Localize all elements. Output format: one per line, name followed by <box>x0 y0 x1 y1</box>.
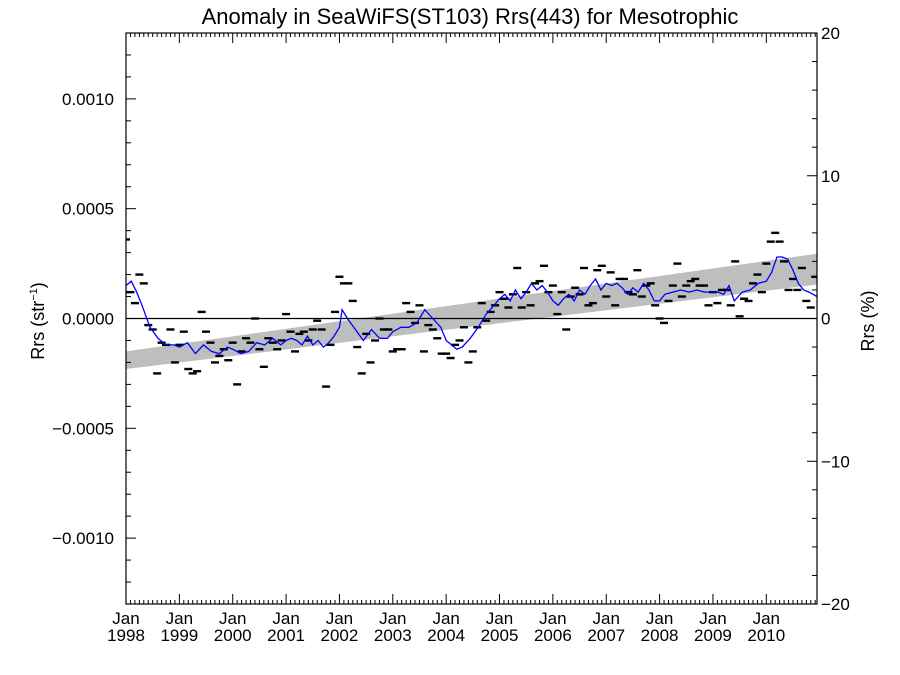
y-tick-label-right: −10 <box>821 452 850 471</box>
x-tick-label-year: 2008 <box>641 626 679 645</box>
x-tick-label-year: 2010 <box>747 626 785 645</box>
plot-body <box>126 231 817 388</box>
x-tick-label-month: Jan <box>486 609 513 628</box>
x-tick-label-month: Jan <box>112 609 139 628</box>
y-tick-label-left: 0.0010 <box>62 90 114 109</box>
x-tick-label-month: Jan <box>326 609 353 628</box>
x-tick-label-year: 2004 <box>427 626 465 645</box>
y-tick-label-left: 0.0000 <box>62 310 114 329</box>
x-tick-label-month: Jan <box>753 609 780 628</box>
x-tick-label-month: Jan <box>432 609 459 628</box>
x-tick-label-year: 2003 <box>374 626 412 645</box>
x-tick-label-month: Jan <box>699 609 726 628</box>
chart-title: Anomaly in SeaWiFS(ST103) Rrs(443) for M… <box>202 4 739 29</box>
y-axis-right-label: Rrs (%) <box>858 291 878 352</box>
plot-area: 0.00100.00050.0000−0.0005−0.001020100−10… <box>52 24 850 645</box>
x-tick-label-year: 2005 <box>481 626 519 645</box>
x-tick-label-year: 2009 <box>694 626 732 645</box>
x-tick-label-month: Jan <box>539 609 566 628</box>
x-tick-label-year: 2007 <box>587 626 625 645</box>
y-tick-label-left: −0.0005 <box>52 419 114 438</box>
y-tick-label-right: −20 <box>821 595 850 614</box>
y-axis-left-label: Rrs (str−1) <box>28 282 48 360</box>
x-tick-label-month: Jan <box>593 609 620 628</box>
x-tick-label-year: 2002 <box>321 626 359 645</box>
x-tick-label-year: 2006 <box>534 626 572 645</box>
smoothed-line <box>126 256 817 355</box>
y-tick-label-left: −0.0010 <box>52 529 114 548</box>
x-tick-label-year: 2000 <box>214 626 252 645</box>
y-tick-label-right: 20 <box>821 24 840 43</box>
y-tick-label-right: 0 <box>821 310 830 329</box>
y-tick-label-left: 0.0005 <box>62 200 114 219</box>
x-tick-label-month: Jan <box>379 609 406 628</box>
y-tick-label-right: 10 <box>821 167 840 186</box>
trend-band <box>126 253 817 370</box>
x-tick-label-month: Jan <box>272 609 299 628</box>
x-tick-label-month: Jan <box>646 609 673 628</box>
x-tick-label-year: 1999 <box>160 626 198 645</box>
x-tick-label-month: Jan <box>166 609 193 628</box>
x-tick-label-year: 2001 <box>267 626 305 645</box>
x-tick-label-month: Jan <box>219 609 246 628</box>
x-tick-label-year: 1998 <box>107 626 145 645</box>
